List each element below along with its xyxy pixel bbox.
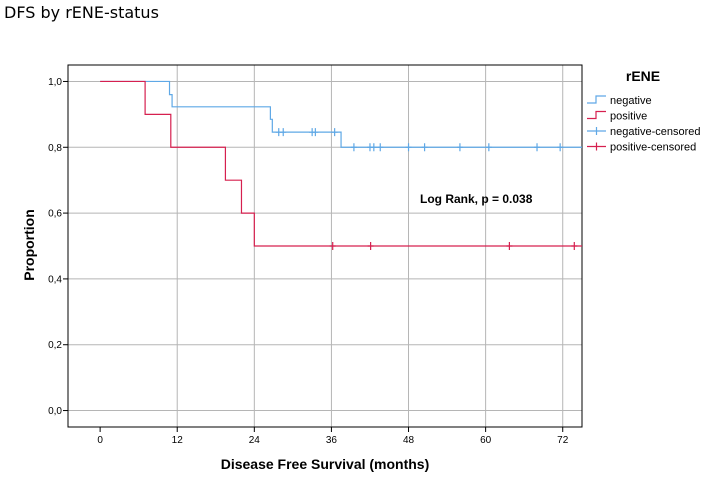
censor-mark-negative — [350, 143, 357, 152]
censor-mark-negative — [331, 128, 338, 137]
censor-mark-negative — [557, 143, 564, 152]
x-axis-title: Disease Free Survival (months) — [221, 456, 430, 472]
censor-mark-negative — [370, 143, 377, 152]
legend-label-negative-censored: negative-censored — [610, 126, 701, 138]
legend-swatch-positive — [587, 110, 606, 120]
series-layer — [100, 80, 582, 250]
legend-label-positive-censored: positive-censored — [610, 142, 696, 154]
y-tick-label: 1,0 — [48, 77, 62, 88]
y-tick-label: 0,0 — [48, 406, 62, 417]
y-tick-label: 0,6 — [48, 209, 62, 220]
censor-mark-negative — [456, 143, 463, 152]
y-tick-label: 0,2 — [48, 340, 62, 351]
censor-mark-negative — [312, 128, 319, 137]
legend-swatch-negative — [587, 95, 606, 104]
censor-mark-negative — [485, 143, 492, 152]
x-tick-label: 60 — [480, 435, 492, 446]
legend-swatch-negative-censored — [587, 127, 606, 135]
censor-mark-negative — [280, 128, 287, 137]
legend: rENE negative positive negative-censored po… — [587, 68, 701, 154]
x-tick-label: 24 — [249, 435, 261, 446]
legend-label-positive: positive — [610, 111, 647, 123]
series-line-negative — [100, 80, 582, 148]
x-tick-label: 12 — [172, 435, 184, 446]
censor-mark-positive — [506, 242, 513, 250]
page-title: DFS by rENE-status — [4, 3, 159, 22]
y-axis-title: Proportion — [21, 209, 37, 281]
series-line-positive — [100, 80, 582, 247]
axes: 0 12 24 36 48 60 72 0,0 0,2 0,4 0,6 0,8 1,0 — [48, 77, 569, 446]
log-rank-annotation: Log Rank, p = 0.038 — [420, 192, 533, 206]
censor-mark-positive — [571, 242, 578, 250]
x-tick-label: 0 — [97, 435, 103, 446]
censor-mark-positive — [329, 242, 336, 250]
x-tick-label: 36 — [326, 435, 338, 446]
censor-mark-positive — [367, 242, 374, 250]
censor-mark-negative — [421, 143, 428, 152]
legend-label-negative: negative — [610, 95, 652, 107]
censor-mark-negative — [405, 143, 412, 152]
censor-mark-negative — [534, 143, 541, 152]
legend-title: rENE — [626, 68, 660, 84]
y-tick-label: 0,8 — [48, 143, 62, 154]
censor-mark-negative — [377, 143, 384, 152]
y-tick-label: 0,4 — [48, 274, 62, 285]
x-tick-label: 48 — [403, 435, 415, 446]
x-tick-label: 72 — [557, 435, 569, 446]
legend-swatch-positive-censored — [587, 142, 606, 151]
